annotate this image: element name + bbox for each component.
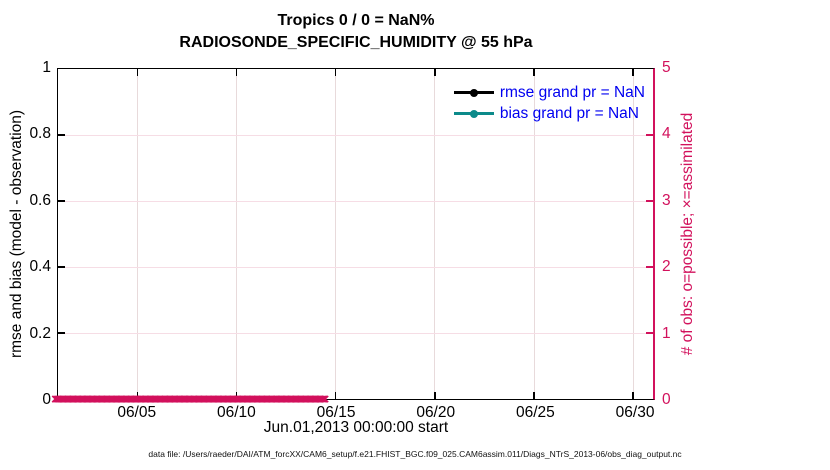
- x-tick-mark: [632, 69, 634, 76]
- vertical-gridline: [632, 69, 634, 399]
- x-tick-mark: [136, 69, 139, 76]
- x-tick-mark: [434, 392, 436, 399]
- x-tick-mark: [334, 392, 337, 399]
- vertical-gridline: [434, 69, 436, 399]
- left-tick-label: 0.8: [29, 125, 51, 143]
- x-tick-mark: [632, 392, 634, 399]
- left-tick-mark: [58, 134, 65, 136]
- obs-markers-band: ××××××××××××××××××××××××××××××××××××××××…: [51, 393, 329, 407]
- horizontal-gridline: [58, 266, 653, 268]
- left-tick-label: 0: [42, 391, 51, 408]
- data-file-path: data file: /Users/raeder/DAI/ATM_forcXX/…: [148, 449, 682, 459]
- right-tick-label: 2: [662, 258, 671, 276]
- x-tick-label: 06/05: [117, 404, 157, 421]
- left-tick-label: 0.2: [29, 324, 51, 342]
- chart-title: Tropics 0 / 0 = NaN% RADIOSONDE_SPECIFIC…: [57, 10, 655, 54]
- legend-line-sample: [453, 109, 494, 118]
- vertical-gridline: [136, 69, 138, 399]
- vertical-gridline: [533, 69, 535, 399]
- right-tick-mark: [646, 134, 653, 136]
- x-tick-label: 06/25: [515, 404, 555, 421]
- right-tick-label: 5: [662, 59, 671, 76]
- legend: rmse grand pr = NaN bias grand pr = NaN: [453, 82, 645, 124]
- x-tick-mark: [136, 392, 139, 399]
- x-tick-mark: [533, 69, 535, 76]
- legend-dot-marker: [469, 109, 478, 118]
- x-tick-label: 06/15: [316, 404, 356, 421]
- left-tick-mark: [58, 332, 65, 334]
- title-line1: Tropics 0 / 0 = NaN%: [277, 12, 435, 29]
- right-tick-mark: [646, 332, 653, 334]
- right-axis-label: # of obs: o=possible; ×=assimilated: [679, 112, 696, 356]
- right-tick-label: 1: [662, 324, 671, 342]
- legend-label: rmse grand pr = NaN: [499, 83, 645, 101]
- right-tick-mark: [646, 266, 653, 268]
- horizontal-gridline: [58, 134, 653, 136]
- x-tick-mark: [235, 69, 238, 76]
- vertical-gridline: [236, 69, 237, 399]
- legend-item: rmse grand pr = NaN: [453, 82, 645, 103]
- x-axis-label: Jun.01,2013 00:00:00 start: [263, 419, 449, 436]
- vertical-gridline: [335, 69, 337, 399]
- x-tick-mark: [533, 392, 535, 399]
- left-tick-mark: [58, 266, 65, 268]
- x-tick-label: 06/10: [216, 404, 256, 421]
- left-tick-mark: [58, 200, 65, 202]
- right-tick-mark: [646, 200, 653, 202]
- x-tick-label: 06/20: [416, 404, 456, 421]
- plot-area: rmse grand pr = NaN bias grand pr = NaN ×…: [51, 68, 655, 407]
- left-tick-label: 0.6: [29, 191, 51, 209]
- left-tick-label: 1: [42, 59, 51, 76]
- legend-label: bias grand pr = NaN: [499, 104, 639, 122]
- right-tick-label: 0: [662, 391, 671, 408]
- title-line2: RADIOSONDE_SPECIFIC_HUMIDITY @ 55 hPa: [179, 34, 533, 51]
- legend-dot-marker: [469, 88, 478, 97]
- right-tick-label: 3: [662, 191, 671, 209]
- legend-item: bias grand pr = NaN: [453, 103, 645, 124]
- x-tick-mark: [235, 392, 238, 399]
- right-tick-label: 4: [662, 125, 671, 143]
- horizontal-gridline: [58, 332, 653, 334]
- x-tick-mark: [434, 69, 436, 76]
- left-tick-label: 0.4: [29, 258, 51, 276]
- horizontal-gridline: [58, 200, 653, 202]
- x-tick-mark: [334, 69, 337, 76]
- legend-line-sample: [453, 88, 494, 97]
- x-tick-label: 06/30: [615, 404, 655, 421]
- left-axis-label: rmse and bias (model - observation): [8, 109, 25, 359]
